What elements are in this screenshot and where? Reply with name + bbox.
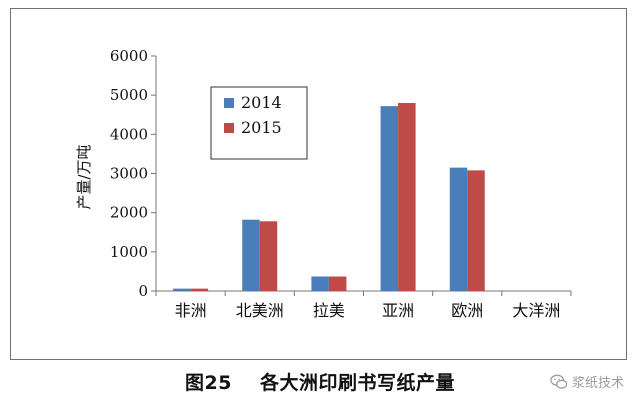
watermark: 浆纸技术: [550, 372, 624, 391]
bar-2015-亚洲: [398, 103, 416, 291]
x-tick-label: 欧洲: [451, 301, 483, 320]
x-tick-label: 北美洲: [236, 301, 284, 320]
bar-2014-拉美: [311, 276, 329, 291]
y-tick-label: 0: [138, 282, 148, 300]
y-tick-label: 5000: [110, 86, 148, 104]
y-tick-label: 6000: [110, 47, 148, 65]
y-axis-label: 产量/万吨: [75, 144, 93, 209]
x-tick-label: 大洋洲: [512, 301, 560, 320]
y-tick-label: 3000: [110, 165, 148, 183]
y-tick-label: 2000: [110, 204, 148, 222]
bar-2014-非洲: [173, 288, 191, 291]
legend-label: 2014: [241, 93, 282, 112]
legend-label: 2015: [241, 118, 282, 137]
figure-number: 图25: [185, 372, 232, 394]
wechat-icon: [550, 374, 568, 389]
legend-swatch-2015: [224, 123, 234, 133]
bar-2015-非洲: [190, 288, 209, 291]
x-tick-label: 非洲: [175, 301, 207, 320]
chart-frame: 0 1000 2000 3000 4000 5000 6000 非洲 北美洲 拉美 亚洲 欧洲 大洋洲 产…: [10, 8, 627, 360]
bar-chart: 0 1000 2000 3000 4000 5000 6000 非洲 北美洲 拉美 亚洲 欧洲 大洋洲 产…: [75, 47, 572, 320]
bar-2014-北美洲: [242, 219, 260, 291]
watermark-text: 浆纸技术: [571, 376, 624, 391]
figure-caption: 图25 各大洲印刷书写纸产量: [0, 368, 640, 395]
x-tick-label: 拉美: [313, 301, 345, 320]
y-tick-label: 1000: [110, 243, 148, 261]
bar-2015-欧洲: [467, 170, 485, 291]
y-tick-label: 4000: [110, 125, 148, 143]
legend-swatch-2014: [224, 98, 234, 108]
x-tick-label: 亚洲: [382, 301, 414, 320]
bar-2014-欧洲: [449, 167, 468, 291]
bar-2015-北美洲: [259, 221, 278, 291]
figure-title: 各大洲印刷书写纸产量: [259, 372, 455, 394]
bar-2015-拉美: [328, 276, 347, 291]
bar-2014-亚洲: [380, 106, 399, 291]
